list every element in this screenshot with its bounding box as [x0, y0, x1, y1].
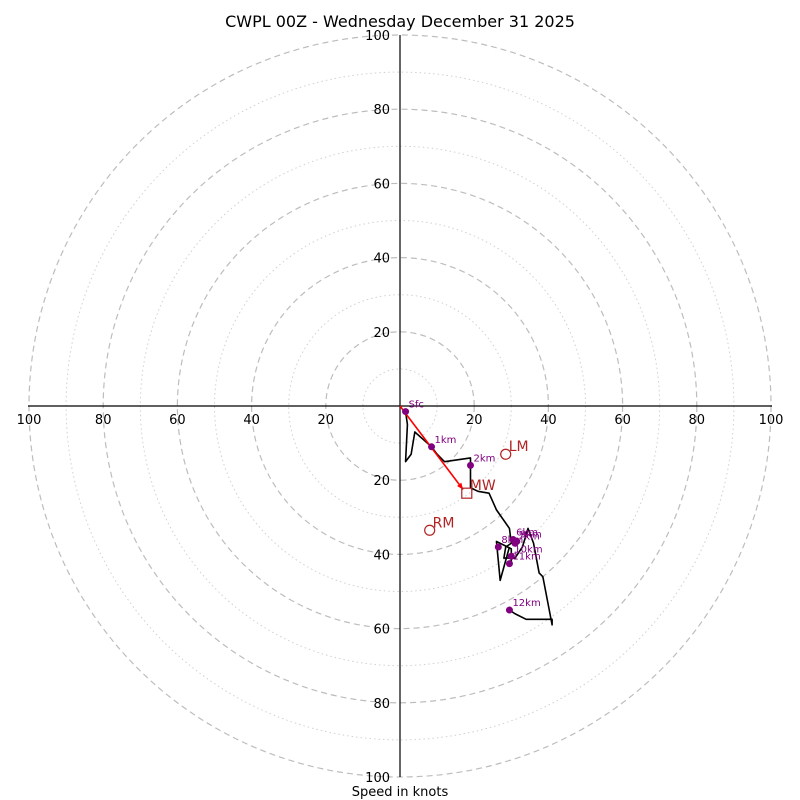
- x-tick-label: 80: [689, 413, 706, 428]
- y-tick-label: 100: [365, 29, 390, 44]
- storm-marker-label: LM: [509, 439, 529, 455]
- storm-motion-markers: LM MW RM: [424, 439, 529, 536]
- hodograph-line: [404, 411, 553, 626]
- x-tick-label: 40: [243, 413, 260, 428]
- storm-marker-label: MW: [470, 478, 496, 494]
- y-tick-label: 80: [373, 103, 390, 118]
- y-tick-label: 40: [373, 548, 390, 563]
- height-marker-label: 11km: [512, 552, 540, 563]
- x-tick-label: 100: [759, 413, 784, 428]
- storm-marker-LM: [500, 448, 512, 460]
- height-marker-label: 7km: [518, 531, 540, 542]
- chart-title: CWPL 00Z - Wednesday December 31 2025: [225, 12, 575, 31]
- height-marker-11km: [505, 560, 513, 568]
- height-marker-label: 2km: [473, 453, 495, 464]
- y-tick-label: 60: [373, 177, 390, 192]
- height-marker-label: Sfc: [409, 400, 424, 411]
- x-axis-label: Speed in knots: [352, 785, 449, 800]
- storm-marker-label: RM: [433, 515, 455, 531]
- storm-marker-MW: [461, 487, 473, 499]
- y-tick-label: 20: [373, 474, 390, 489]
- y-tick-label: 20: [373, 326, 390, 341]
- x-tick-label: 60: [169, 413, 186, 428]
- height-marker-10km: [507, 552, 515, 560]
- height-marker-1km: [428, 443, 436, 451]
- y-tick-label: 40: [373, 252, 390, 267]
- x-tick-label: 60: [614, 413, 631, 428]
- y-tick-label: 60: [373, 623, 390, 638]
- height-marker-label: 12km: [512, 598, 540, 609]
- height-marker-label: 10km: [514, 544, 542, 555]
- height-marker-label: 9km: [520, 529, 542, 540]
- height-marker-9km: [513, 537, 521, 545]
- x-tick-label: 20: [466, 413, 483, 428]
- storm-marker-RM: [424, 524, 436, 536]
- height-marker-Sfc: [402, 408, 410, 416]
- y-tick-label: 100: [365, 771, 390, 786]
- x-tick-label: 20: [318, 413, 335, 428]
- height-marker-2km: [466, 461, 474, 469]
- height-marker-8km: [494, 543, 502, 551]
- x-tick-label: 100: [17, 413, 42, 428]
- axis-tick-labels: 100 80 60 40 20 20 40 60 80 100 100 80 60 40 20 20 40 60 8…: [17, 29, 784, 786]
- height-marker-label: 1km: [435, 435, 457, 446]
- x-tick-label: 40: [540, 413, 557, 428]
- y-tick-label: 80: [373, 697, 390, 712]
- height-marker-label: 6km: [516, 528, 538, 539]
- x-tick-label: 80: [95, 413, 112, 428]
- height-marker-label: 8km: [501, 535, 523, 546]
- height-marker-12km: [505, 606, 513, 614]
